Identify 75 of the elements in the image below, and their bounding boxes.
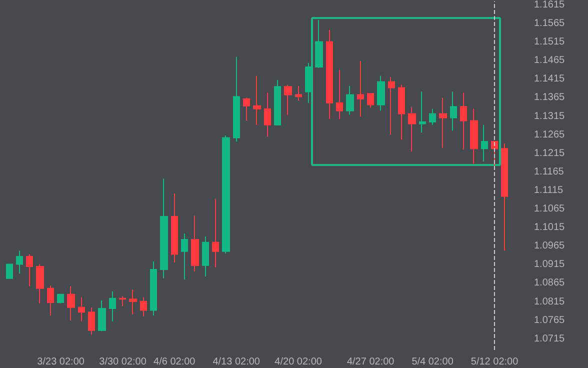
x-tick-label: 5/4 02:00	[412, 356, 454, 368]
candlestick	[305, 62, 312, 104]
candlestick	[315, 19, 323, 68]
candlestick	[222, 135, 230, 254]
y-tick-label: 1.0965	[534, 240, 566, 252]
y-tick-label: 1.1165	[534, 166, 564, 178]
candlestick	[470, 108, 478, 164]
y-tick-label: 1.0815	[534, 296, 566, 308]
candlestick	[191, 215, 199, 272]
candlestick	[202, 236, 209, 278]
y-tick-label: 1.0715	[534, 333, 566, 344]
candlestick	[57, 294, 64, 304]
x-tick-label: 3/23 02:00	[37, 356, 85, 368]
candlestick	[450, 91, 457, 132]
x-tick-label: 4/27 02:00	[346, 356, 395, 368]
candlestick	[160, 178, 168, 279]
x-tick-label: 5/12 02:00	[470, 356, 519, 368]
candlestick	[243, 97, 250, 122]
candlestick	[481, 124, 488, 162]
x-tick-label: 4/13 02:00	[212, 356, 260, 368]
candlestick	[460, 92, 467, 150]
candlestick	[274, 79, 281, 126]
candlestick	[119, 296, 126, 307]
y-tick-label: 1.1265	[534, 129, 566, 140]
candlestick	[88, 306, 95, 335]
y-tick-label: 1.0915	[534, 259, 566, 270]
candlestick	[150, 260, 157, 316]
y-tick-label: 1.1565	[534, 18, 566, 30]
y-tick-label: 1.1465	[534, 55, 566, 66]
candlestick	[109, 290, 116, 322]
y-tick-label: 1.1065	[534, 204, 566, 215]
candlestick	[98, 300, 106, 332]
candlestick	[326, 29, 333, 120]
candlestick	[181, 233, 188, 280]
y-tick-label: 1.1015	[534, 222, 566, 234]
candlestick	[171, 192, 178, 263]
candlestick	[346, 85, 354, 116]
candlestick	[78, 296, 85, 322]
y-tick-label: 1.1515	[534, 36, 566, 48]
y-tick-label: 1.1365	[534, 92, 566, 104]
y-tick-label: 1.1615	[534, 0, 566, 10]
candlestick	[253, 75, 261, 126]
candlestick	[140, 296, 147, 317]
candlestick	[398, 84, 405, 140]
candlestick	[501, 143, 508, 252]
candlestick	[295, 85, 302, 102]
candlestick	[284, 84, 292, 116]
y-tick-label: 1.1315	[534, 110, 566, 122]
x-tick-label: 4/20 02:00	[274, 356, 322, 368]
candlestick	[367, 93, 374, 108]
y-tick-label: 1.1115	[534, 184, 564, 196]
candlestick	[212, 198, 219, 268]
candlestick	[429, 108, 436, 126]
y-tick-label: 1.1215	[534, 148, 566, 159]
candlestick	[36, 264, 44, 304]
candlestick	[26, 254, 33, 287]
candlestick	[6, 264, 13, 279]
candlestick	[67, 286, 75, 321]
candlestick	[264, 92, 271, 138]
x-tick-label: 3/30 02:00	[99, 356, 147, 368]
candlestick	[419, 91, 426, 134]
candlestick	[388, 76, 395, 136]
candlestick	[47, 284, 54, 316]
y-tick-label: 1.0765	[534, 314, 566, 326]
y-tick-label: 1.1415	[534, 74, 566, 85]
candlestick	[129, 289, 137, 315]
candlestick	[357, 60, 364, 118]
candlestick	[16, 250, 23, 274]
y-tick-label: 1.0865	[534, 278, 566, 289]
candlestick	[377, 75, 385, 112]
candlestick	[408, 106, 416, 152]
candlestick	[336, 69, 343, 120]
candlestick	[233, 56, 240, 142]
candlestick	[439, 97, 447, 148]
x-tick-label: 4/6 02:00	[154, 356, 196, 368]
